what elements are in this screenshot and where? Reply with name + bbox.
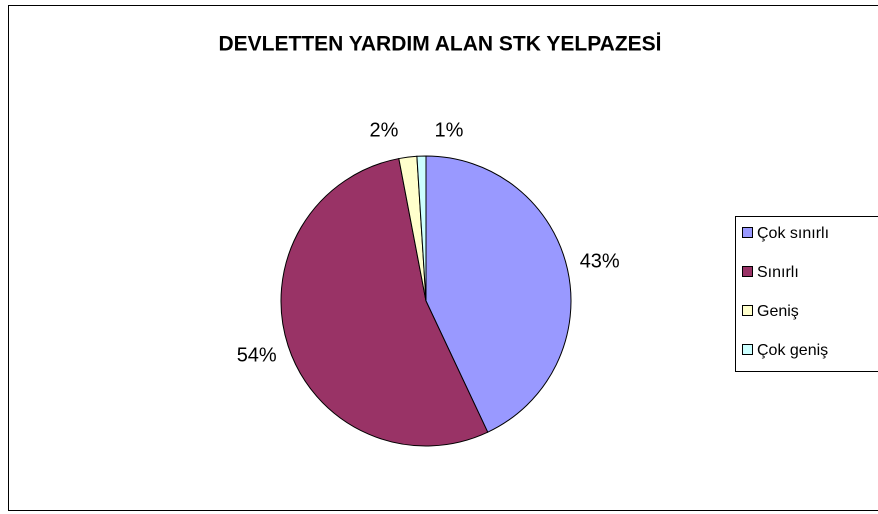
- legend-label: Sınırlı: [757, 264, 799, 281]
- data-label: 43%: [580, 250, 620, 272]
- legend-label: Geniş: [757, 303, 799, 320]
- legend-swatch: [742, 266, 753, 277]
- legend-swatch: [742, 344, 753, 355]
- data-label: 1%: [435, 119, 464, 141]
- legend-swatch: [742, 305, 753, 316]
- legend-swatch: [742, 227, 753, 238]
- data-label: 54%: [237, 344, 277, 366]
- pie-slice: [280, 157, 489, 447]
- legend-label: Çok sınırlı: [757, 225, 829, 242]
- chart-title: DEVLETTEN YARDIM ALAN STK YELPAZESİ: [219, 33, 662, 56]
- legend-box: [735, 216, 878, 372]
- legend-label: Çok geniş: [757, 342, 828, 359]
- pie-slice: [416, 155, 427, 302]
- data-label: 2%: [370, 119, 399, 141]
- pie-slice: [425, 155, 572, 433]
